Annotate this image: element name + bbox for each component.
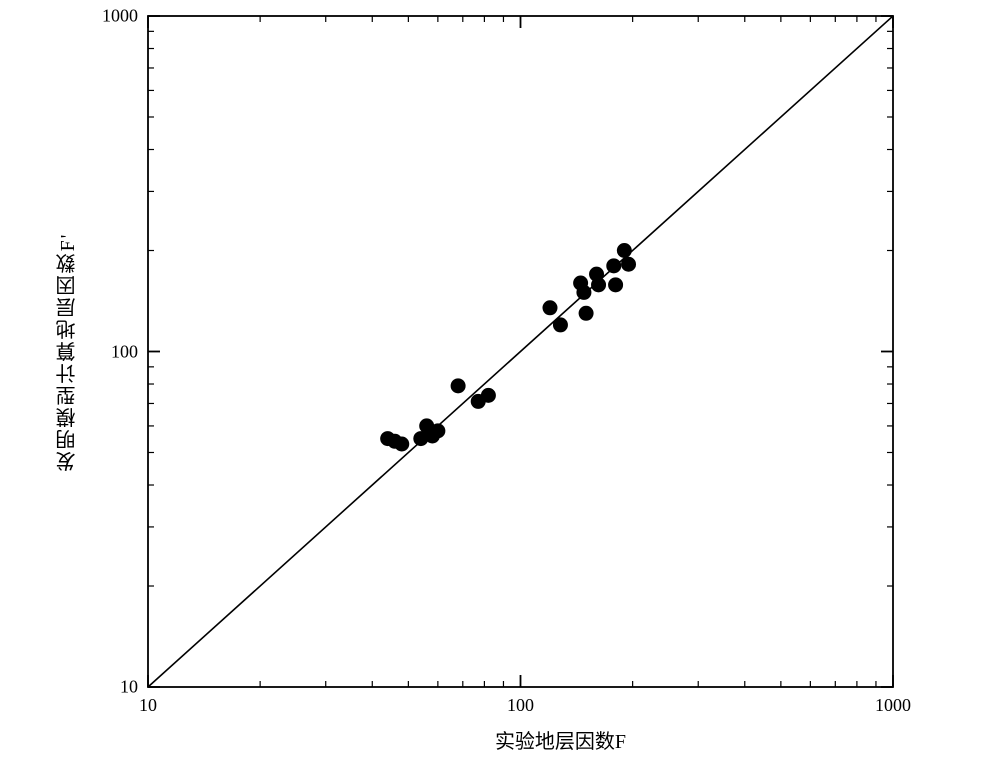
x-tick-label: 100 <box>507 695 534 716</box>
chart-container: 实验地层因数F 发明模型计算地层因数F' 10 100 1000 10 100 1000 <box>0 0 1000 767</box>
scatter-plot <box>0 0 1000 767</box>
x-tick-label: 1000 <box>875 695 911 716</box>
x-axis-label: 实验地层因数F <box>495 725 626 754</box>
y-axis-label: 发明模型计算地层因数F' <box>53 232 82 471</box>
y-tick-label: 100 <box>111 341 138 362</box>
y-tick-label: 1000 <box>102 6 138 27</box>
x-tick-label: 10 <box>139 695 157 716</box>
y-tick-label: 10 <box>120 677 138 698</box>
